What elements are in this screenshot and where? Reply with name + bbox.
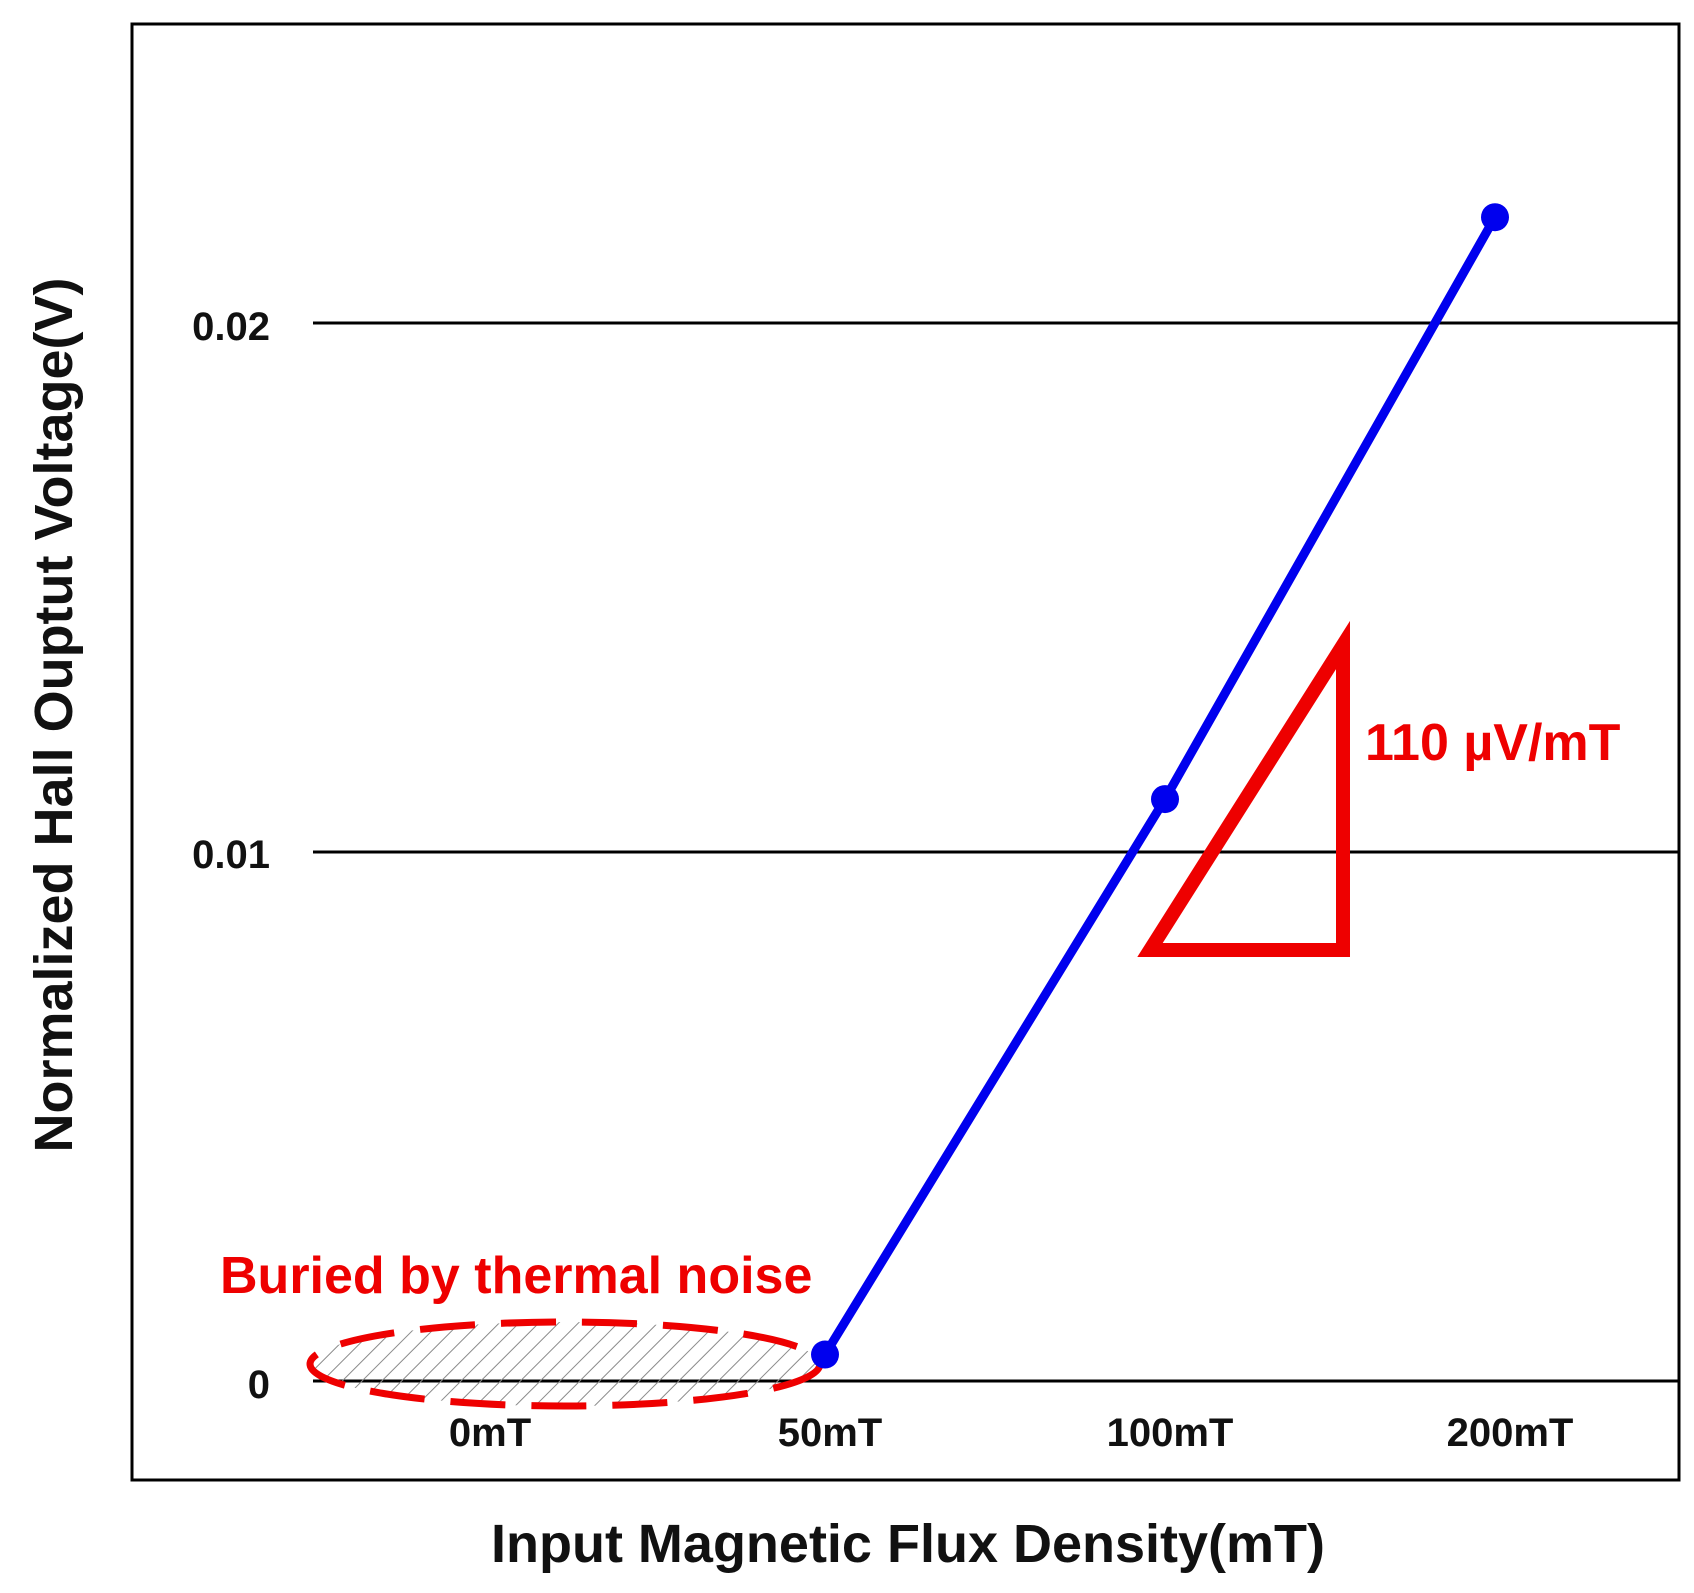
x-tick-label: 100mT [1107, 1411, 1234, 1455]
series-line [821, 214, 1499, 1357]
x-tick-label: 200mT [1447, 1411, 1574, 1455]
thermal-noise-region [306, 1318, 824, 1410]
data-point [1151, 785, 1179, 814]
data-point [811, 1340, 839, 1369]
noise-annotation: Buried by thermal noise [220, 1247, 812, 1305]
x-tick-label: 50mT [778, 1411, 883, 1455]
y-tick-label: 0.02 [192, 305, 270, 349]
y-tick-label: 0.01 [192, 833, 270, 877]
x-axis-title: Input Magnetic Flux Density(mT) [491, 1514, 1325, 1574]
plot-frame [130, 22, 1681, 1482]
data-point [1481, 203, 1509, 232]
x-tick-label: 0mT [449, 1411, 531, 1455]
series-line-group [811, 203, 1509, 1369]
gridlines [313, 321, 1679, 1383]
y-tick-label: 0 [248, 1363, 270, 1407]
slope-triangle [1137, 620, 1350, 957]
slope-annotation: 110 µV/mT [1365, 714, 1621, 772]
y-axis-title: Normalized Hall Ouptut Voltage(V) [24, 277, 84, 1152]
